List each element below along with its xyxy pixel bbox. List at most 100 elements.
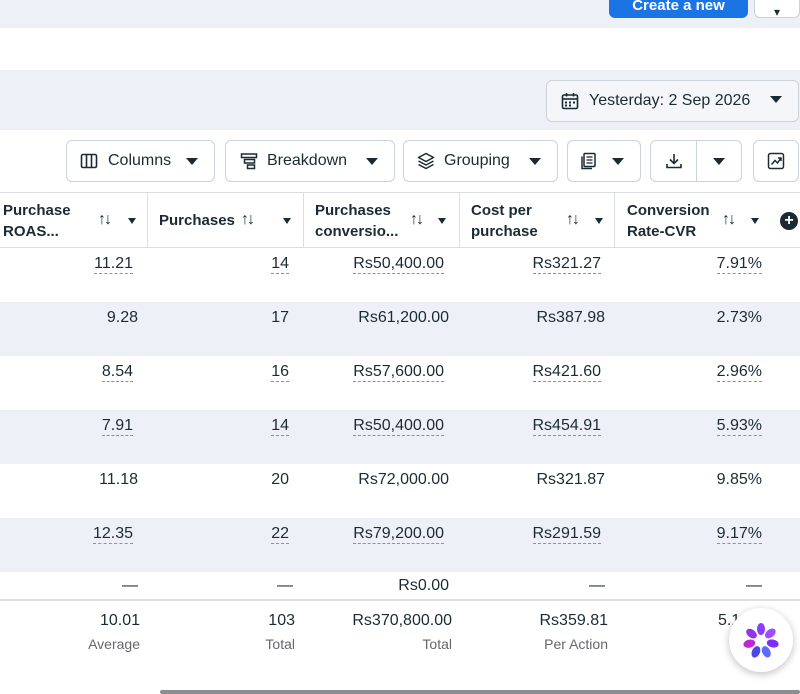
cell-purchases-value: 20 <box>271 471 289 488</box>
cell-roas[interactable]: 12.35 <box>92 525 133 544</box>
add-column-icon[interactable]: + <box>780 212 798 230</box>
total-purchases: 103 <box>268 612 295 629</box>
cell-conv-value[interactable]: Rs79,200.00 <box>353 525 444 544</box>
table-header: Purchase ROAS... ↑↓ Purchases ↑↓ Purchas… <box>0 192 800 248</box>
chevron-down-icon <box>770 96 782 103</box>
column-divider[interactable] <box>147 193 148 247</box>
cell-cost[interactable]: Rs291.59 <box>532 525 601 544</box>
sort-icon[interactable]: ↑↓ <box>566 211 580 228</box>
grouping-button[interactable]: Grouping <box>403 140 558 182</box>
cell-cvr[interactable]: 7.91% <box>716 255 762 274</box>
grouping-label: Grouping <box>444 152 510 169</box>
cell-purchases-value: 16 <box>271 363 289 382</box>
cell-roas[interactable]: 7.91 <box>101 417 133 436</box>
sort-icon[interactable]: ↑↓ <box>98 211 112 228</box>
create-button[interactable]: Create a new <box>609 0 748 18</box>
header-purchases-conversion[interactable]: Purchases conversio... <box>315 193 410 247</box>
chevron-down-icon <box>612 158 624 165</box>
sort-icon[interactable]: ↑↓ <box>722 211 736 228</box>
cell-purchases-value: — <box>277 577 293 594</box>
cell-conv-value[interactable]: Rs57,600.00 <box>353 363 444 382</box>
column-menu-icon[interactable] <box>438 218 446 224</box>
cell-cvr[interactable]: 2.96% <box>716 363 762 382</box>
header-purchases[interactable]: Purchases <box>159 193 239 247</box>
column-menu-icon[interactable] <box>283 218 291 224</box>
table-row[interactable]: 11.21 14 Rs50,400.00 Rs321.27 7.91% <box>0 248 800 302</box>
export-button[interactable] <box>650 140 742 182</box>
table-row[interactable]: 7.91 14 Rs50,400.00 Rs454.91 5.93% <box>0 410 800 464</box>
cell-cvr[interactable]: 9.85% <box>717 471 762 489</box>
header-conversion-rate-line2: Rate-CVR <box>627 223 697 240</box>
total-cost-label: Per Action <box>544 636 608 652</box>
cell-cost[interactable]: Rs321.27 <box>532 255 601 274</box>
header-cost-per-purchase[interactable]: Cost per purchase <box>471 193 551 247</box>
cell-cost[interactable]: Rs454.91 <box>532 417 601 436</box>
cell-conv-value-value: Rs57,600.00 <box>353 363 444 382</box>
cell-conv-value-value: Rs61,200.00 <box>358 309 449 326</box>
column-divider[interactable] <box>459 193 460 247</box>
cell-roas[interactable]: 11.18 <box>99 471 138 489</box>
cell-purchases[interactable]: 14 <box>271 255 289 274</box>
column-divider[interactable] <box>303 193 304 247</box>
header-conversion-rate[interactable]: Conversion Rate-CVR <box>627 193 717 247</box>
columns-button[interactable]: Columns <box>66 140 215 182</box>
column-menu-icon[interactable] <box>128 218 136 224</box>
cell-cost-value: Rs291.59 <box>532 525 601 544</box>
sort-icon[interactable]: ↑↓ <box>410 211 424 228</box>
sort-icon[interactable]: ↑↓ <box>241 211 255 228</box>
header-purchase-roas[interactable]: Purchase ROAS... <box>3 193 83 247</box>
cell-purchases: — <box>277 577 293 595</box>
reports-button[interactable] <box>567 140 641 182</box>
cell-conv-value-value: Rs79,200.00 <box>353 525 444 544</box>
cell-roas[interactable]: 8.54 <box>101 363 133 382</box>
cell-purchases[interactable]: 17 <box>271 309 289 327</box>
cell-conv-value[interactable]: Rs61,200.00 <box>358 309 449 327</box>
cell-conv-value-value: Rs72,000.00 <box>358 471 449 488</box>
cell-cvr-value: 2.96% <box>716 363 762 382</box>
cell-conv-value[interactable]: Rs50,400.00 <box>353 255 444 274</box>
cell-purchases-value: 14 <box>271 255 289 274</box>
cell-purchases[interactable]: 20 <box>271 471 289 489</box>
column-menu-icon[interactable] <box>751 218 759 224</box>
table-row[interactable]: 9.28 17 Rs61,200.00 Rs387.98 2.73% <box>0 302 800 356</box>
cell-conv-value-value: Rs50,400.00 <box>353 417 444 436</box>
cell-roas-value: 12.35 <box>92 525 133 544</box>
table-row[interactable]: 12.35 22 Rs79,200.00 Rs291.59 9.17% <box>0 518 800 572</box>
cell-cost[interactable]: Rs387.98 <box>537 309 606 327</box>
breakdown-button[interactable]: Breakdown <box>225 140 395 182</box>
cell-conv-value[interactable]: Rs50,400.00 <box>353 417 444 436</box>
table-row[interactable]: 11.18 20 Rs72,000.00 Rs321.87 9.85% <box>0 464 800 518</box>
cell-purchases[interactable]: 14 <box>271 417 289 436</box>
cell-conv-value[interactable]: Rs72,000.00 <box>358 471 449 489</box>
total-roas: 10.01 <box>99 612 140 629</box>
cell-cost-value: Rs454.91 <box>532 417 601 436</box>
cell-cost[interactable]: Rs321.87 <box>537 471 606 489</box>
cell-purchases[interactable]: 16 <box>271 363 289 382</box>
cell-cost[interactable]: Rs421.60 <box>532 363 601 382</box>
cell-roas[interactable]: 11.21 <box>94 255 133 274</box>
cell-purchases[interactable]: 22 <box>271 525 289 544</box>
cell-cvr[interactable]: 2.73% <box>717 309 762 327</box>
cell-cvr[interactable]: 9.17% <box>716 525 762 544</box>
cell-cost-value: Rs387.98 <box>536 309 606 326</box>
charts-button[interactable] <box>753 140 799 182</box>
table-row[interactable]: 8.54 16 Rs57,600.00 Rs421.60 2.96% <box>0 356 800 410</box>
more-options-button[interactable]: ▾ <box>754 0 800 19</box>
cell-cost-value: — <box>589 577 605 594</box>
cell-roas[interactable]: 9.28 <box>107 309 138 327</box>
assistant-button[interactable] <box>729 608 793 672</box>
horizontal-scrollbar[interactable] <box>160 690 800 694</box>
chevron-down-icon[interactable] <box>713 158 725 165</box>
column-menu-icon[interactable] <box>595 218 603 224</box>
table-row[interactable]: — — Rs0.00 — — <box>0 572 800 599</box>
column-divider[interactable] <box>614 193 615 247</box>
cell-cvr[interactable]: 5.93% <box>716 417 762 436</box>
breakdown-label: Breakdown <box>267 152 348 169</box>
cell-cost-value: Rs321.87 <box>536 471 606 488</box>
footer-divider <box>0 599 800 601</box>
cell-cost-value: Rs421.60 <box>532 363 601 382</box>
date-range-picker[interactable]: Yesterday: 2 Sep 2026 <box>546 80 799 122</box>
more-options-label: ▾ <box>774 5 781 19</box>
cell-roas-value: 9.28 <box>106 309 138 326</box>
cell-roas-value: 7.91 <box>101 417 133 436</box>
